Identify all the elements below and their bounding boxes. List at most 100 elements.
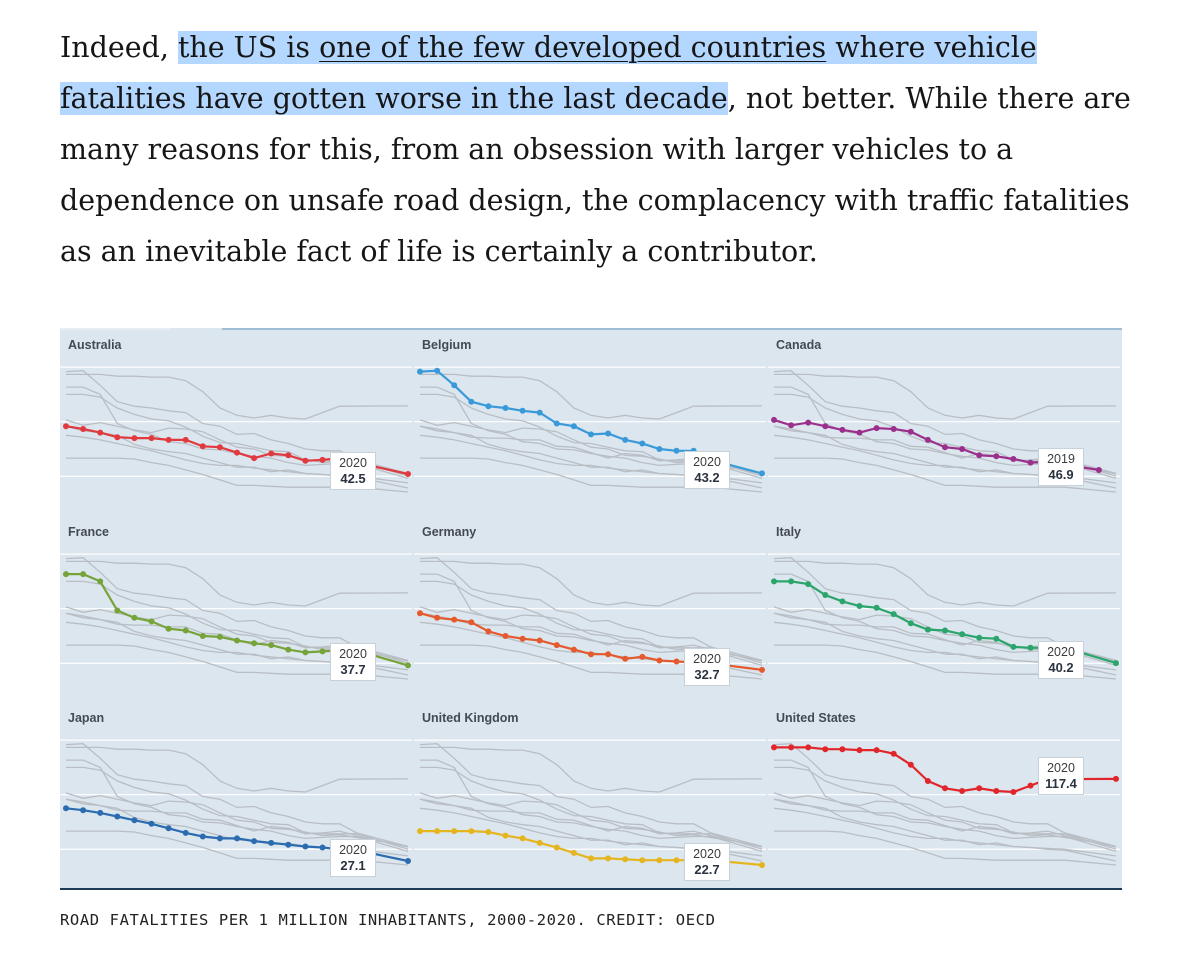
data-point (182, 830, 189, 837)
data-point (1095, 467, 1102, 473)
data-point (890, 751, 897, 758)
context-line-belgium (65, 370, 409, 475)
data-point (907, 762, 914, 769)
context-line-united-kingdom (420, 457, 763, 493)
data-point (788, 422, 795, 429)
callout-year: 2020 (339, 843, 367, 858)
panel-title-france: France (68, 524, 109, 539)
context-line-japan (773, 434, 1117, 489)
data-point (822, 746, 829, 753)
data-point (199, 833, 206, 840)
article-text-rest: , not better. While there are many reaso… (60, 82, 1131, 268)
data-point (924, 778, 931, 785)
data-point (485, 403, 492, 410)
data-point (285, 646, 292, 653)
context-line-france (66, 759, 409, 853)
context-line-united-states (420, 560, 763, 607)
panel-title-australia: Australia (68, 338, 122, 352)
data-point (1010, 789, 1017, 796)
data-point (216, 633, 223, 640)
context-line-japan (419, 807, 763, 862)
context-line-united-kingdom (420, 644, 763, 680)
data-point (182, 436, 189, 443)
data-point (519, 835, 526, 842)
callout-year: 2020 (1047, 644, 1075, 659)
callout-value: 32.7 (694, 666, 720, 682)
article-link[interactable]: one of the few developed countries (319, 31, 827, 64)
chart-panel-germany: Germany 2020 32.7 (414, 515, 766, 700)
data-point (924, 436, 931, 443)
callout-value: 37.7 (340, 662, 366, 678)
context-line-italy (420, 393, 763, 477)
data-point (673, 658, 680, 665)
data-point (485, 628, 492, 635)
data-point (417, 368, 423, 375)
data-point (759, 666, 765, 673)
article-paragraph: Indeed, the US is one of the few develop… (60, 22, 1140, 277)
data-point (63, 423, 69, 430)
data-point (673, 857, 680, 864)
data-point (234, 835, 240, 842)
value-callout-united-states: 2020 117.4 (1038, 757, 1084, 796)
data-point (434, 367, 441, 374)
data-point (131, 817, 138, 824)
data-point (97, 429, 104, 436)
data-point (165, 625, 172, 632)
data-point (622, 856, 629, 863)
callout-value: 27.1 (340, 858, 366, 874)
data-point (605, 855, 612, 862)
data-point (993, 788, 1000, 795)
context-line-italy (66, 767, 409, 851)
data-point (1113, 659, 1119, 666)
context-line-belgium (419, 743, 763, 848)
data-point (942, 785, 948, 792)
data-point (588, 855, 594, 862)
data-point (97, 810, 104, 817)
value-callout-italy: 2020 40.2 (1038, 640, 1084, 679)
context-line-united-states (66, 373, 409, 420)
panel-title-united-states: United States (776, 711, 856, 726)
data-point (1027, 782, 1034, 789)
data-point (182, 627, 189, 634)
data-point (468, 398, 475, 405)
callout-year: 2020 (1047, 761, 1075, 776)
data-point (1010, 456, 1017, 462)
data-point (890, 426, 897, 432)
data-point (1113, 776, 1119, 783)
chart-svg-belgium (414, 366, 766, 493)
data-point (553, 641, 560, 648)
chart-panel-united-kingdom: United Kingdom 2020 22.7 (414, 701, 766, 886)
data-point (1010, 643, 1017, 650)
context-line-italy (66, 580, 409, 664)
figure-top-rule-accent (222, 328, 1122, 330)
data-point (148, 618, 155, 625)
data-point (890, 610, 897, 617)
callout-year: 2019 (1047, 451, 1075, 466)
data-point (839, 426, 846, 433)
data-point (251, 639, 258, 646)
context-line-australia (65, 798, 409, 848)
data-point (822, 591, 829, 598)
data-point (839, 746, 846, 753)
data-point (673, 447, 680, 454)
data-point (536, 840, 543, 847)
context-line-australia (773, 798, 1117, 848)
data-point (468, 618, 475, 625)
chart-svg-japan (60, 739, 412, 866)
value-callout-australia: 2020 42.5 (330, 452, 376, 490)
data-point (417, 828, 423, 835)
data-point (759, 862, 765, 869)
data-point (319, 844, 326, 851)
data-point (80, 807, 87, 814)
article-text-plain: Indeed, (60, 31, 178, 64)
data-point (856, 747, 863, 754)
data-point (519, 635, 526, 642)
context-line-italy (774, 767, 1117, 851)
callout-value: 117.4 (1045, 776, 1077, 792)
context-line-canada (419, 792, 746, 844)
chart-panel-italy: Italy 2020 40.2 (768, 515, 1120, 700)
context-line-united-states (420, 373, 763, 420)
data-point (417, 609, 423, 616)
data-point (639, 857, 646, 864)
data-point (805, 580, 812, 587)
